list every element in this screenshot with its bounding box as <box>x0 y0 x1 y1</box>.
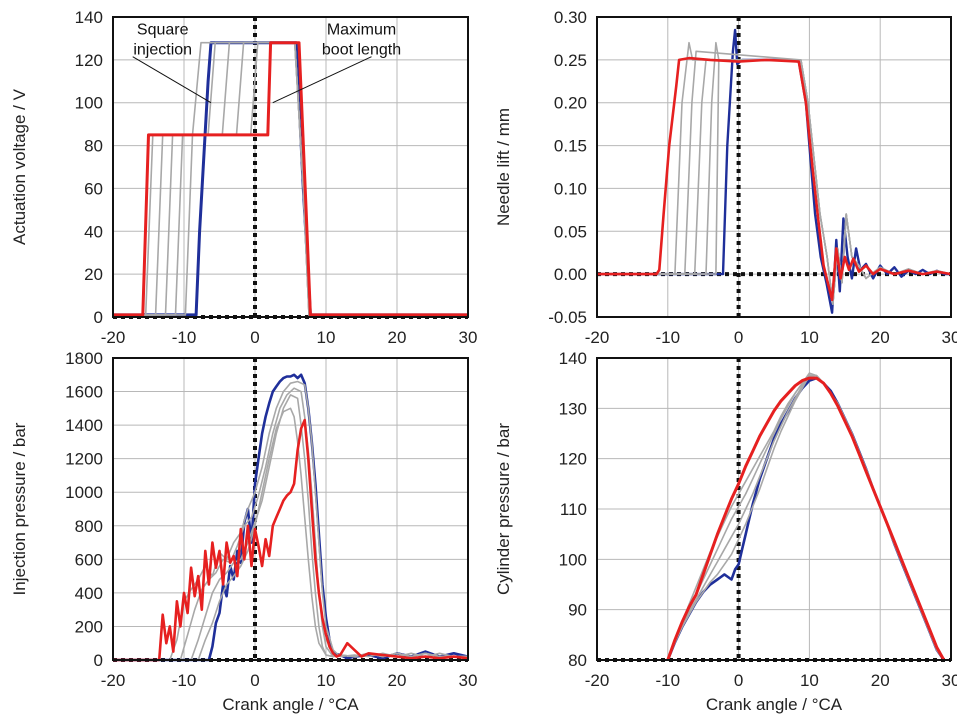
y-axis-label: Needle lift / mm <box>494 108 513 226</box>
series-line-4 <box>667 374 945 661</box>
annotation-leader <box>272 56 372 104</box>
series-line-1 <box>667 374 945 661</box>
y-tick-label: 120 <box>75 51 103 70</box>
y-tick-label: 1800 <box>65 349 103 368</box>
series-line-2 <box>597 41 952 305</box>
y-tick-label: 140 <box>75 8 103 27</box>
series-line-2 <box>667 374 945 661</box>
y-tick-label: 0.05 <box>554 222 587 241</box>
plot-frame <box>596 16 952 318</box>
x-tick-label: 0 <box>250 671 259 690</box>
y-axis-label: Injection pressure / bar <box>10 422 29 595</box>
series-line-0 <box>666 376 945 661</box>
y-tick-label: 1400 <box>65 416 103 435</box>
x-tick-label: -20 <box>101 328 126 347</box>
y-tick-label: 0.25 <box>554 51 587 70</box>
x-tick-label: 10 <box>317 671 336 690</box>
series-line-3 <box>113 394 468 661</box>
series-line-3 <box>597 59 952 305</box>
x-tick-label: -20 <box>585 671 610 690</box>
y-tick-label: 0 <box>94 308 103 327</box>
y-tick-label: 800 <box>75 517 103 536</box>
panel-injection-pressure: 0 200 400 600 800 1000 1200 1400 1600 1800 -20 -10 0… <box>10 349 477 714</box>
series-line-4 <box>113 407 468 661</box>
y-tick-label: 0.10 <box>554 179 587 198</box>
annotation-leader <box>132 56 212 104</box>
panel-cylinder-pressure: 80 90 100 110 120 130 140 -20 -10 0 10 20 30 Cylinder… <box>494 349 957 714</box>
y-tick-label: 0 <box>94 651 103 670</box>
series-line-5 <box>113 418 469 662</box>
series-line-4 <box>597 50 952 305</box>
y-tick-label: 0.30 <box>554 8 587 27</box>
panel-actuation-voltage: 0 20 40 60 80 100 120 140 -20 -10 0 10 20 30 Actuation… <box>10 8 477 347</box>
y-axis-label: Actuation voltage / V <box>10 88 29 245</box>
x-tick-label: -10 <box>656 328 681 347</box>
series-line-2 <box>113 387 468 661</box>
x-tick-label: 0 <box>250 328 259 347</box>
y-tick-label: 1600 <box>65 383 103 402</box>
panel-needle-lift: -0.05 0.00 0.05 0.10 0.15 0.20 0.25 0.30 -20 -10 0… <box>494 8 957 347</box>
x-tick-label: -10 <box>172 671 197 690</box>
y-tick-label: 1200 <box>65 450 103 469</box>
x-tick-label: -20 <box>101 671 126 690</box>
y-tick-label: 100 <box>559 550 587 569</box>
x-tick-label: 0 <box>734 671 743 690</box>
x-tick-label: 30 <box>459 328 478 347</box>
y-tick-label: 0.15 <box>554 137 587 156</box>
y-tick-label: 120 <box>559 450 587 469</box>
y-tick-label: 600 <box>75 550 103 569</box>
series-line-1 <box>113 380 468 661</box>
series-line-5 <box>597 41 952 305</box>
x-tick-label: -20 <box>585 328 610 347</box>
annotation-text: boot length <box>322 42 401 59</box>
y-tick-label: 90 <box>568 601 587 620</box>
series-line-0 <box>113 373 469 662</box>
y-tick-label: 1000 <box>65 483 103 502</box>
plot-frame <box>112 357 469 661</box>
y-tick-label: 40 <box>84 222 103 241</box>
x-tick-label: -10 <box>172 328 197 347</box>
x-tick-label: 20 <box>388 671 407 690</box>
x-tick-label: 20 <box>871 328 890 347</box>
x-tick-label: 20 <box>388 328 407 347</box>
series-line-5 <box>666 376 946 661</box>
y-tick-label: 400 <box>75 584 103 603</box>
series-line-6 <box>113 41 468 317</box>
series-line-3 <box>667 372 945 661</box>
annotation-text: Square <box>137 22 189 39</box>
x-axis-label: Crank angle / °CA <box>706 695 843 714</box>
y-tick-label: -0.05 <box>548 308 587 327</box>
x-tick-label: -10 <box>656 671 681 690</box>
y-tick-label: 200 <box>75 617 103 636</box>
y-tick-label: 80 <box>84 137 103 156</box>
annotation-text: injection <box>133 42 192 59</box>
y-tick-label: 0.20 <box>554 94 587 113</box>
x-tick-label: 10 <box>800 671 819 690</box>
x-tick-label: 10 <box>800 328 819 347</box>
series-line-6 <box>597 56 952 302</box>
y-tick-label: 20 <box>84 265 103 284</box>
series-line-0 <box>597 28 951 314</box>
y-tick-label: 80 <box>568 651 587 670</box>
series-line-1 <box>597 59 952 305</box>
plot-frame <box>596 357 952 661</box>
x-tick-label: 30 <box>942 671 957 690</box>
y-tick-label: 140 <box>559 349 587 368</box>
x-tick-label: 30 <box>942 328 957 347</box>
annotation-text: Maximum <box>327 22 396 39</box>
y-tick-label: 130 <box>559 399 587 418</box>
x-tick-label: 30 <box>459 671 478 690</box>
x-axis-label: Crank angle / °CA <box>222 695 359 714</box>
series-line-5 <box>113 41 468 316</box>
y-axis-label: Cylinder pressure / bar <box>494 423 513 595</box>
plot-frame <box>112 16 469 318</box>
y-tick-label: 0.00 <box>554 265 587 284</box>
x-tick-label: 10 <box>317 328 336 347</box>
y-tick-label: 110 <box>560 500 587 519</box>
y-tick-label: 100 <box>75 94 103 113</box>
x-tick-label: 20 <box>871 671 890 690</box>
y-tick-label: 60 <box>84 179 103 198</box>
x-tick-label: 0 <box>734 328 743 347</box>
